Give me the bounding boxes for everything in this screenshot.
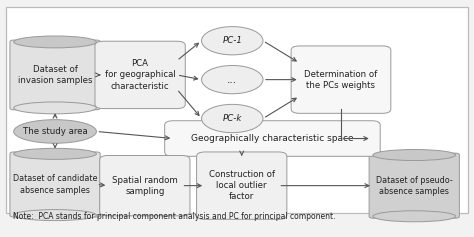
Text: PCA
for geographical
characteristic: PCA for geographical characteristic bbox=[105, 59, 175, 91]
Text: Construction of
local outlier
factor: Construction of local outlier factor bbox=[209, 170, 275, 201]
Ellipse shape bbox=[373, 150, 456, 160]
Text: Dataset of pseudo-
absence samples: Dataset of pseudo- absence samples bbox=[376, 176, 453, 196]
Text: PC-1: PC-1 bbox=[222, 36, 242, 45]
Ellipse shape bbox=[14, 36, 96, 48]
FancyBboxPatch shape bbox=[10, 40, 100, 110]
Text: Spatial random
sampling: Spatial random sampling bbox=[112, 176, 178, 196]
Text: Determination of
the PCs weights: Determination of the PCs weights bbox=[304, 70, 378, 90]
FancyBboxPatch shape bbox=[6, 7, 468, 213]
FancyBboxPatch shape bbox=[100, 155, 190, 216]
FancyBboxPatch shape bbox=[369, 153, 459, 218]
Text: ...: ... bbox=[227, 75, 237, 85]
Text: Dataset of
invasion samples: Dataset of invasion samples bbox=[18, 65, 92, 85]
Text: Geographically characteristic space: Geographically characteristic space bbox=[191, 134, 354, 143]
Text: PC-k: PC-k bbox=[223, 114, 242, 123]
Ellipse shape bbox=[14, 148, 96, 159]
Ellipse shape bbox=[14, 210, 96, 221]
Ellipse shape bbox=[201, 104, 263, 133]
Ellipse shape bbox=[14, 102, 96, 114]
Text: Note:  PCA stands for principal component analysis and PC for principal componen: Note: PCA stands for principal component… bbox=[12, 212, 335, 221]
Ellipse shape bbox=[14, 120, 96, 143]
Ellipse shape bbox=[201, 27, 263, 55]
FancyBboxPatch shape bbox=[164, 121, 380, 156]
FancyBboxPatch shape bbox=[95, 41, 185, 109]
Text: The study area: The study area bbox=[23, 127, 87, 136]
Ellipse shape bbox=[201, 65, 263, 94]
FancyBboxPatch shape bbox=[197, 152, 287, 219]
Text: Dataset of candidate
absence samples: Dataset of candidate absence samples bbox=[13, 174, 97, 195]
Ellipse shape bbox=[373, 211, 456, 222]
FancyBboxPatch shape bbox=[291, 46, 391, 113]
FancyBboxPatch shape bbox=[10, 152, 100, 217]
